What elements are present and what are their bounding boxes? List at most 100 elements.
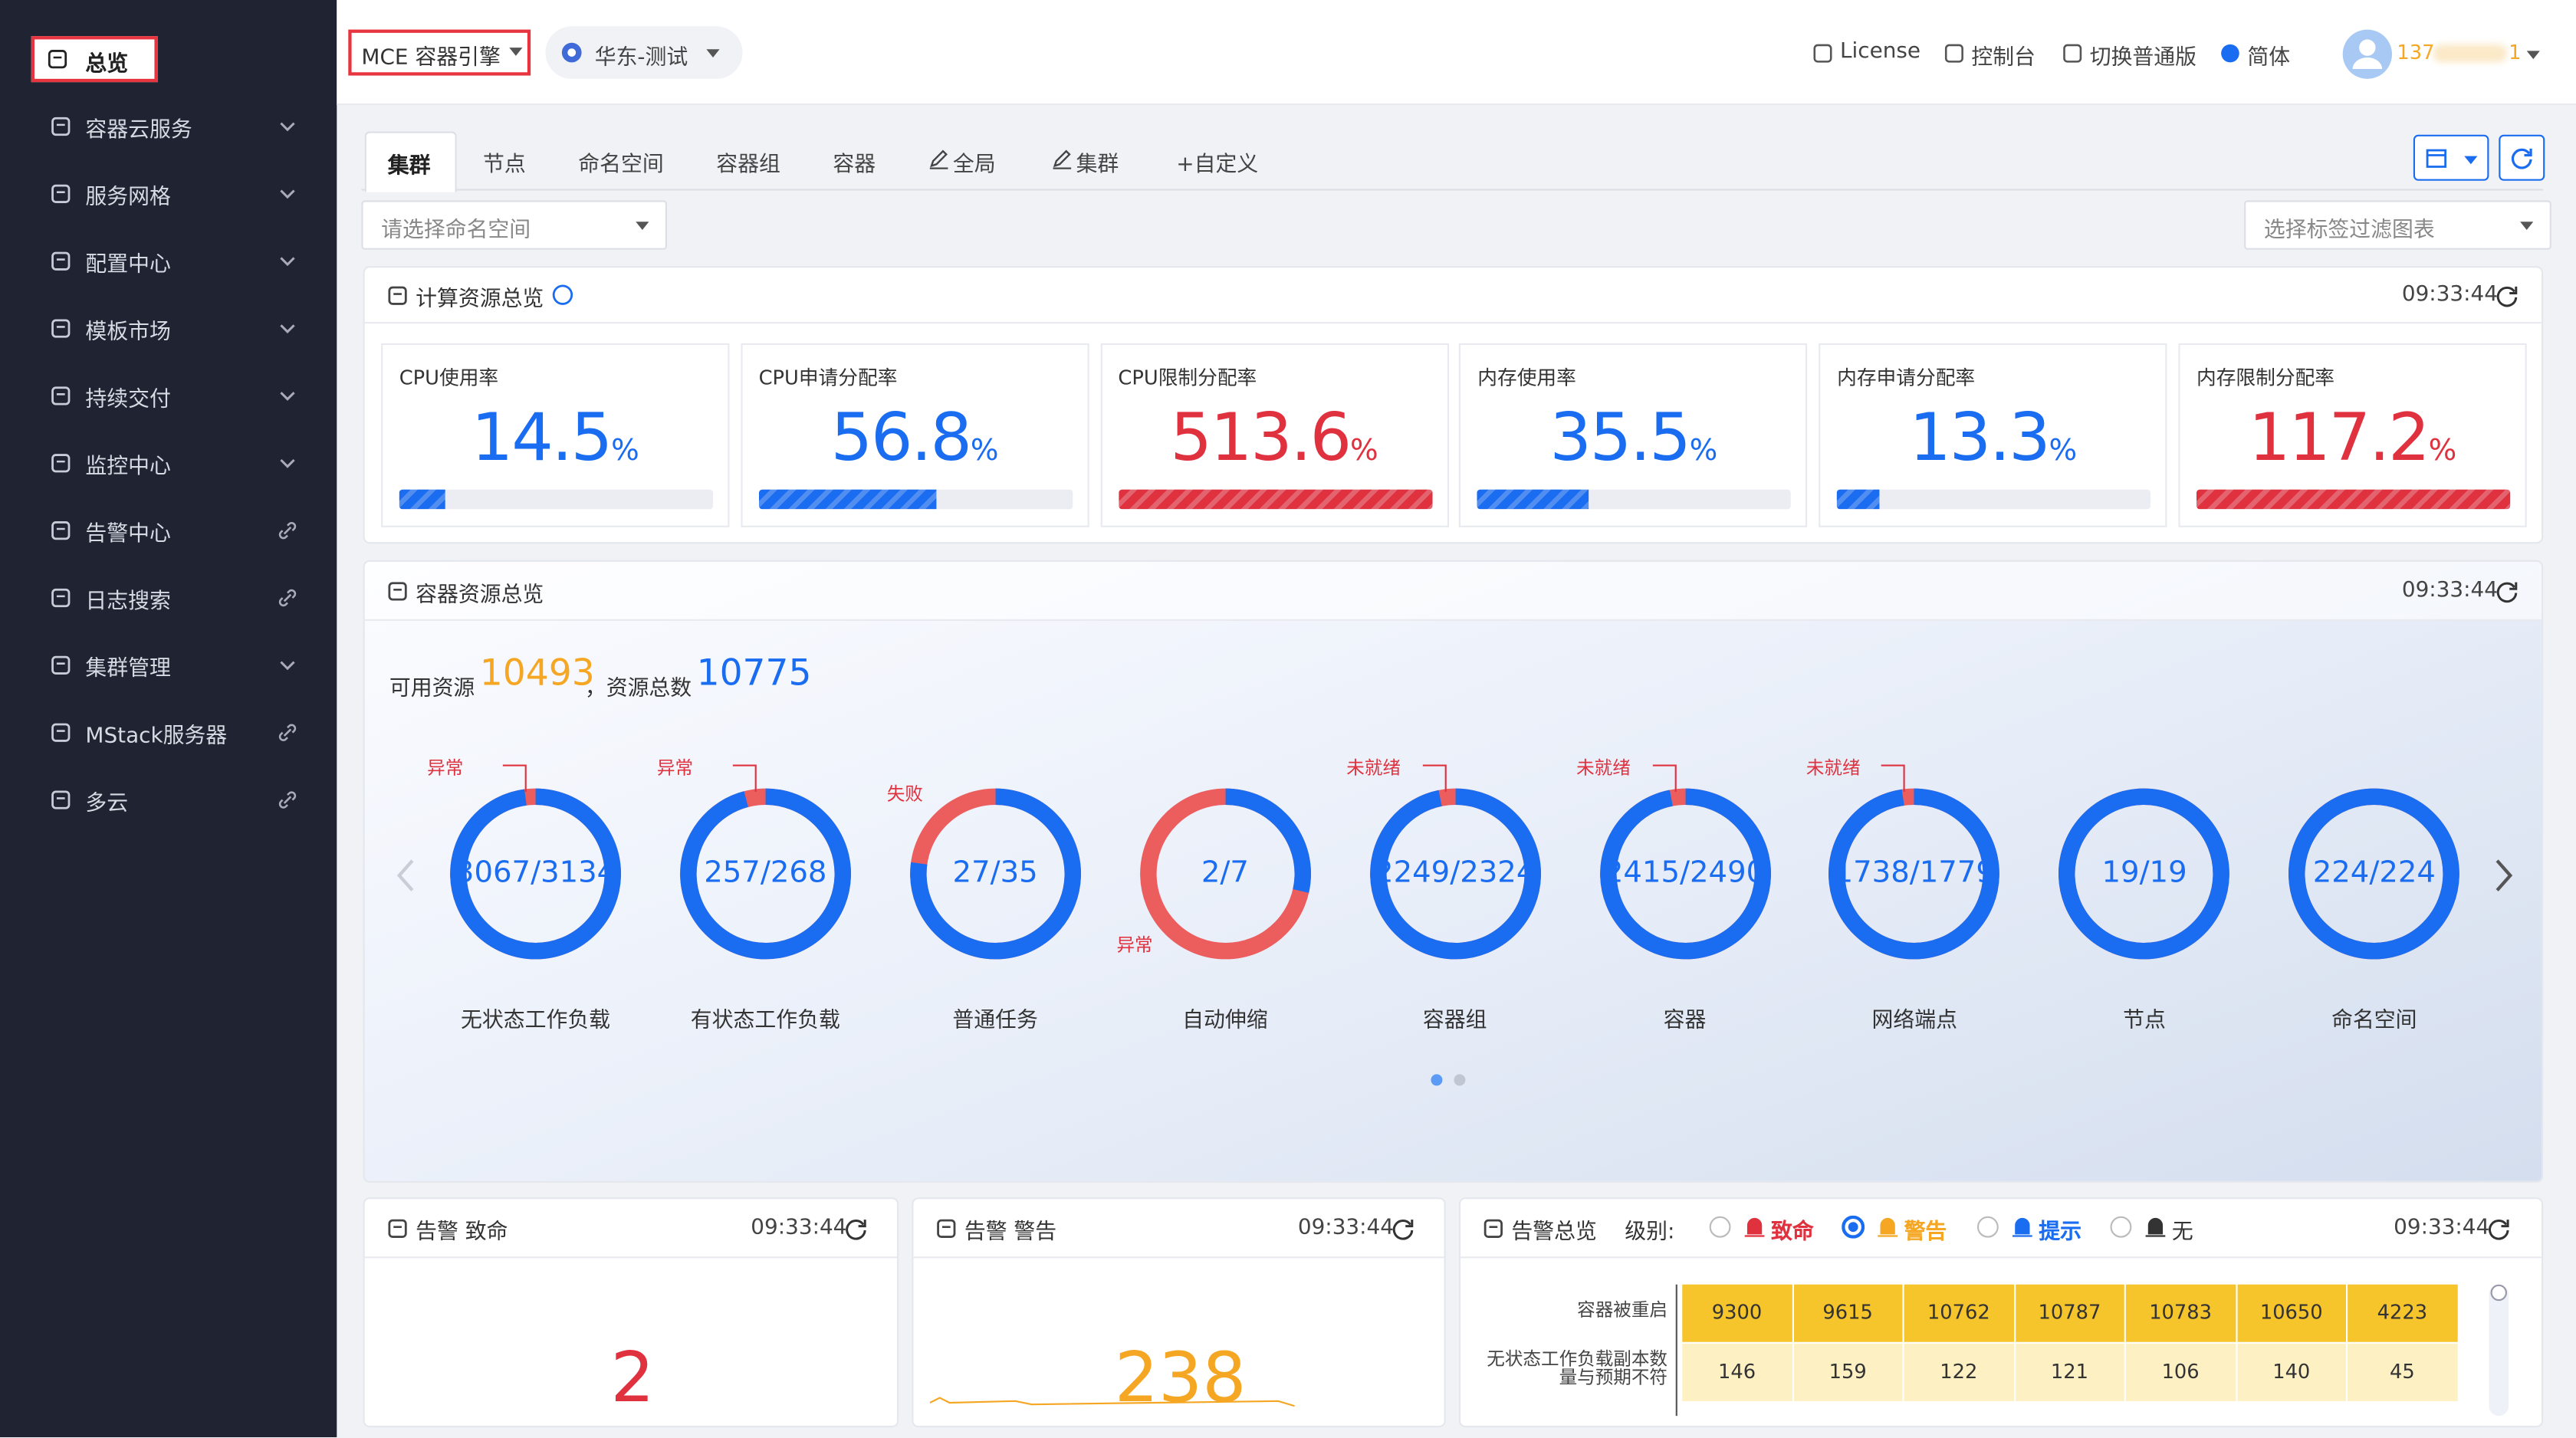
nav-item[interactable]: 多云 — [0, 780, 337, 819]
placeholder: 选择标签过滤图表 — [2263, 218, 2435, 244]
icon-shape — [48, 50, 67, 69]
nav-item[interactable]: 模板市场 — [0, 309, 337, 348]
compute-panel: 计算资源总览 09:33:44 CPU使用率 14.5% CPU申请分配率 56.8% CP… — [363, 266, 2544, 544]
progress-track — [2196, 489, 2511, 510]
ring-value: 2/7 — [1201, 855, 1249, 891]
link-shape — [278, 791, 297, 809]
avatar-body — [2352, 57, 2383, 69]
progress-track — [1118, 489, 1432, 510]
ring — [2288, 788, 2460, 960]
table-cell: 9615 — [1792, 1284, 1903, 1342]
icon — [51, 184, 71, 203]
metric-unit: % — [1349, 433, 1378, 468]
panel-header: 告警总览 09:33:44 级别: 致命 警告 提示 无 — [1460, 1199, 2542, 1259]
icon-shape — [51, 251, 71, 271]
bell — [1744, 1217, 1765, 1237]
chevron-shape — [280, 257, 295, 267]
metric-card: CPU使用率 14.5% — [381, 343, 730, 527]
level-name: 警告 — [1904, 1220, 1947, 1246]
icon-shape — [51, 790, 71, 809]
link-icon — [1944, 44, 1963, 63]
product-name: MCE 容器引擎 — [361, 46, 501, 71]
label-select[interactable]: 选择标签过滤图表 — [2244, 200, 2551, 250]
nav-item[interactable]: 容器云服务 — [0, 107, 337, 146]
info-icon — [552, 284, 573, 305]
nav-label: 多云 — [85, 791, 129, 816]
nav-label: 日志搜索 — [85, 589, 171, 615]
product-select[interactable]: MCE 容器引擎 — [348, 29, 531, 76]
ring-value: 2249/2324 — [1375, 855, 1536, 891]
nav-item[interactable]: 告警中心 — [0, 511, 337, 550]
region-select[interactable]: 华东-测试 — [545, 26, 743, 79]
ring-status: 异常 — [427, 757, 464, 779]
table-cell: 159 — [1792, 1343, 1903, 1401]
refresh-icon — [2496, 582, 2518, 603]
icon-shape — [51, 454, 71, 473]
metric-label: 内存申请分配率 — [1837, 366, 1976, 389]
total-label: ，资源总数 — [584, 676, 692, 701]
link-text: 控制台 — [1971, 46, 2036, 71]
nav-label: 容器云服务 — [85, 118, 192, 143]
edit-shape — [929, 149, 948, 169]
panel-header: 计算资源总览 09:33:44 — [364, 268, 2542, 324]
chevron-shape — [280, 392, 295, 401]
nav-item[interactable]: 监控中心 — [0, 444, 337, 483]
ring-status: 失败 — [886, 783, 923, 805]
ring-value: 257/268 — [704, 855, 827, 891]
tab-active[interactable]: 集群 — [364, 131, 457, 192]
info-shape — [552, 284, 573, 305]
ring-value: 3067/3134 — [455, 855, 616, 891]
panel-time: 09:33:44 — [1297, 1215, 1394, 1240]
metric-value: 117.2% — [2180, 401, 2525, 477]
caret — [636, 222, 649, 230]
leader-line — [1421, 764, 1446, 792]
ring-status: 异常 — [656, 757, 694, 779]
link-icon-shape — [1944, 44, 1963, 63]
caret — [706, 49, 720, 57]
ring — [1599, 788, 1770, 960]
metric-unit: % — [2428, 433, 2457, 468]
link-shape — [278, 521, 297, 540]
date-button[interactable] — [2413, 134, 2489, 181]
leader-line — [502, 764, 527, 792]
link-icon — [2221, 44, 2239, 63]
progress-track — [399, 489, 713, 510]
metric-value-wrap: 117.2% — [2249, 401, 2456, 477]
namespace-select[interactable]: 请选择命名空间 — [361, 200, 667, 250]
refresh-arc — [2496, 582, 2518, 603]
nav-item[interactable]: 日志搜索 — [0, 578, 337, 617]
icon — [51, 117, 71, 136]
nav-item[interactable]: 集群管理 — [0, 645, 337, 685]
user-menu[interactable]: 137 1 — [2341, 26, 2555, 82]
refresh-button[interactable] — [2499, 134, 2545, 181]
nav-item-active[interactable]: 总览 — [31, 36, 158, 83]
icon — [51, 655, 71, 675]
bell — [2013, 1217, 2032, 1237]
metric-number: 35.5 — [1549, 400, 1691, 477]
available-label: 可用资源 — [389, 676, 475, 701]
level-icon — [1744, 1217, 1765, 1237]
icon-shape — [937, 1219, 956, 1238]
ring — [1369, 788, 1541, 960]
nav-item[interactable]: MStack服务器 — [0, 713, 337, 752]
chevron-shape — [280, 189, 295, 199]
alert-overview-panel: 告警总览 09:33:44 级别: 致命 警告 提示 无容器被重启 9300 9615 10762… — [1458, 1197, 2544, 1428]
link-text: 切换普通版 — [2089, 46, 2197, 71]
chevron-icon — [280, 189, 295, 199]
nav-item[interactable]: 持续交付 — [0, 376, 337, 415]
ring-value: 2415/2490 — [1604, 855, 1766, 891]
arrow-shape — [2496, 859, 2513, 891]
sparkline — [929, 1397, 1295, 1407]
bell — [2145, 1217, 2166, 1237]
nav-item[interactable]: 配置中心 — [0, 241, 337, 281]
icon — [51, 386, 71, 405]
icon — [51, 588, 71, 608]
tab-label: 节点 — [483, 153, 526, 178]
metric-number: 13.3 — [1909, 400, 2050, 477]
edit-shape — [1053, 149, 1072, 169]
level-name: 致命 — [1771, 1220, 1814, 1246]
tab-label: 容器 — [833, 153, 876, 178]
refresh-icon — [2489, 1220, 2509, 1240]
nav-item[interactable]: 服务网格 — [0, 174, 337, 213]
scroll-track — [2489, 1284, 2509, 1417]
